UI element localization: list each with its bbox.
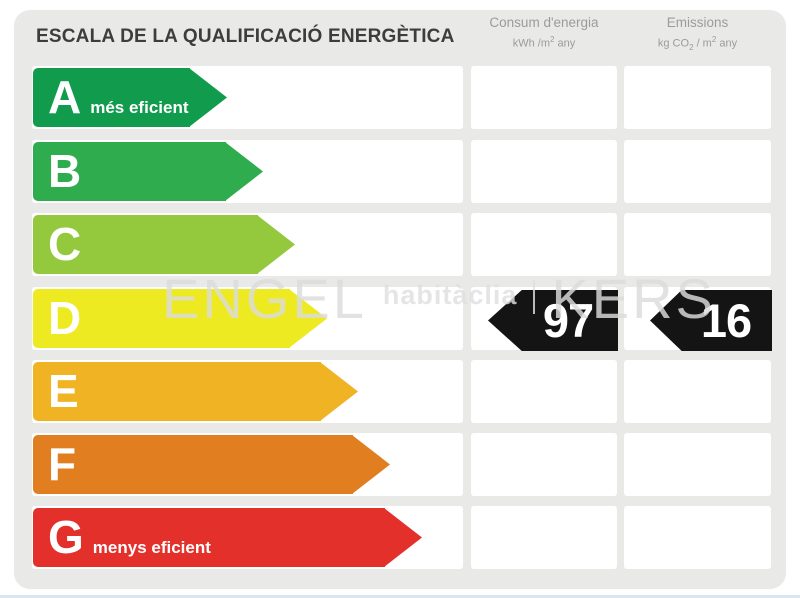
rating-arrow-f-body: F [33, 435, 353, 494]
emissions-column-header: Emissions kg CO2 / m2 any [624, 15, 771, 53]
consum-header-units: kWh /m2 any [512, 34, 576, 50]
arrow-head-icon [384, 508, 422, 567]
rating-arrow-g: G menys eficient [33, 508, 422, 567]
rating-arrow-e: E [33, 362, 358, 421]
rating-arrow-b: B [33, 142, 263, 201]
row-b-consum-cell [471, 140, 617, 203]
emissions-value: 16 [700, 294, 752, 347]
arrow-head-icon [352, 435, 390, 494]
consum-column-header: Consum d'energia kWh /m2 any [471, 15, 617, 51]
scale-row-f: F [0, 433, 800, 496]
rating-arrow-a: A més eficient [33, 68, 227, 127]
arrow-head-icon [189, 68, 227, 127]
row-c-consum-cell [471, 213, 617, 276]
arrow-head-icon [320, 362, 358, 421]
emissions-header-title: Emissions [666, 15, 729, 30]
row-f-consum-cell [471, 433, 617, 496]
rating-arrow-c: C [33, 215, 295, 274]
row-a-consum-cell [471, 66, 617, 129]
rating-arrow-a-body: A més eficient [33, 68, 190, 127]
scale-row-a: A més eficient [0, 66, 800, 129]
rating-arrow-f: F [33, 435, 390, 494]
scale-row-c: C [0, 213, 800, 276]
rating-label-g: menys eficient [92, 538, 211, 557]
rating-arrow-e-body: E [33, 362, 321, 421]
consum-value: 97 [542, 294, 594, 347]
emissions-header-units: kg CO2 / m2 any [657, 34, 738, 52]
rating-letter-e: E [48, 365, 79, 417]
rating-arrow-b-body: B [33, 142, 226, 201]
row-g-emissions-cell [624, 506, 771, 569]
row-g-consum-cell [471, 506, 617, 569]
arrow-head-icon [225, 142, 263, 201]
rating-label-a: més eficient [90, 98, 189, 117]
row-b-emissions-cell [624, 140, 771, 203]
rating-arrow-c-body: C [33, 215, 258, 274]
scale-row-d: D 97 16 [0, 287, 800, 351]
row-e-consum-cell [471, 360, 617, 423]
rating-letter-g: G [48, 511, 84, 563]
arrow-head-icon [257, 215, 295, 274]
rating-arrow-d-body: D [33, 289, 290, 348]
bottom-edge-strip [0, 595, 800, 598]
rating-letter-c: C [48, 218, 81, 270]
consum-header-title: Consum d'energia [489, 15, 599, 30]
scale-row-g: G menys eficient [0, 506, 800, 569]
row-c-emissions-cell [624, 213, 771, 276]
rating-arrow-g-body: G menys eficient [33, 508, 385, 567]
rating-arrow-d: D [33, 289, 327, 348]
scale-row-e: E [0, 360, 800, 423]
arrow-head-icon [289, 289, 327, 348]
rating-letter-b: B [48, 145, 81, 197]
rating-letter-a: A [48, 71, 81, 123]
scale-row-b: B [0, 140, 800, 203]
rating-letter-f: F [48, 438, 76, 490]
row-a-emissions-cell [624, 66, 771, 129]
rating-letter-d: D [48, 292, 81, 344]
row-f-emissions-cell [624, 433, 771, 496]
page-title: ESCALA DE LA QUALIFICACIÓ ENERGÈTICA [36, 26, 455, 47]
row-e-emissions-cell [624, 360, 771, 423]
